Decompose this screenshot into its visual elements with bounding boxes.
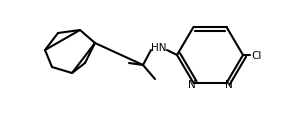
Text: N: N [188,79,195,89]
Text: Cl: Cl [252,51,262,60]
Text: HN: HN [151,43,167,53]
Text: N: N [225,79,232,89]
